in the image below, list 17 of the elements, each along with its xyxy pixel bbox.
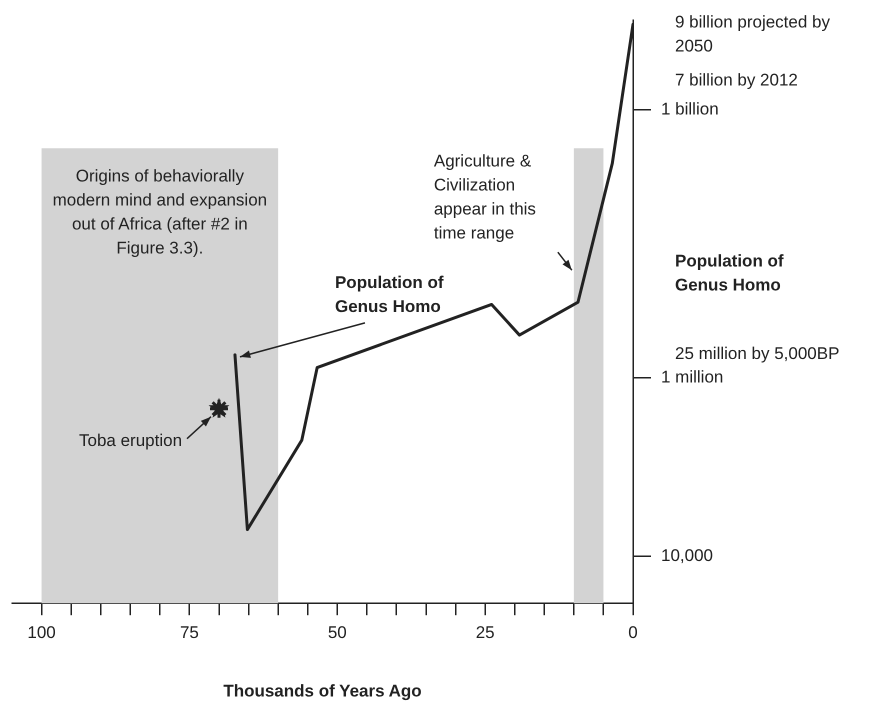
band-label: Origins of behaviorally modern mind and expansion out of Africa (after #2 in Figure 3.3). (52, 166, 268, 258)
annotation: Toba eruption (79, 430, 182, 450)
y-tick-label: 1 million (661, 367, 724, 386)
x-tick-label: 50 (328, 623, 347, 642)
x-axis-title: Thousands of Years Ago (223, 681, 422, 700)
band-label: Agriculture & Civilization appear in this time range (434, 151, 536, 242)
annotation: Population of Genus Homo (334, 273, 444, 316)
x-tick-label: 100 (27, 623, 56, 642)
y-tick-label: 10,000 (661, 546, 713, 566)
text: 7 billion by 2012 (675, 70, 798, 90)
x-tick-label: 0 (628, 623, 638, 642)
annotation: 9 billion projected by 2050 (675, 12, 830, 56)
x-tick-label: 75 (180, 623, 199, 642)
text: 25 million by 5,000BP (675, 344, 840, 363)
x-tick-label: 25 (476, 623, 495, 642)
y-tick-label: 1 billion (661, 99, 719, 118)
y-axis-title: Population of Genus Homo (675, 252, 784, 295)
